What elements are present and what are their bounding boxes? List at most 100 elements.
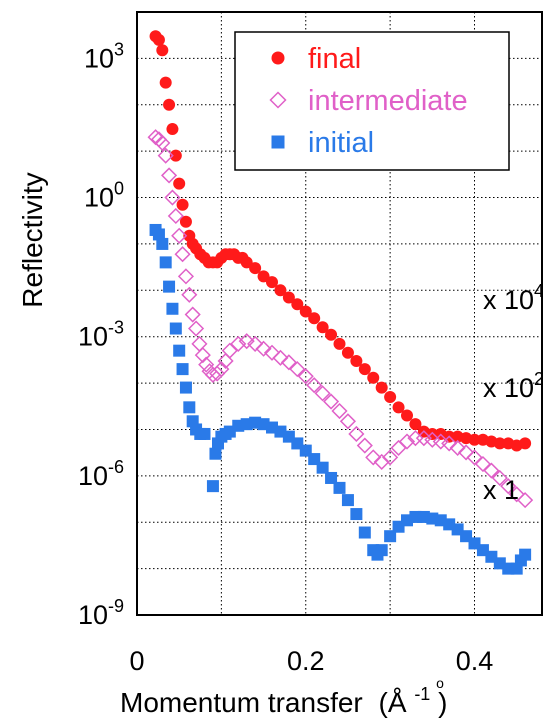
data-point-intermediate [458,444,475,461]
data-point-final [493,437,506,450]
legend-label-intermediate: intermediate [308,85,468,117]
data-point-final [152,33,165,46]
data-point-initial [159,256,172,269]
data-point-intermediate [194,347,211,364]
data-point-intermediate [466,449,483,466]
data-point-final [468,433,481,446]
data-point-final [392,401,405,414]
data-point-intermediate [314,385,331,402]
series-final [149,30,532,452]
data-point-final [159,76,172,89]
data-point-intermediate [188,320,205,337]
data-point-final [176,198,189,211]
data-point-intermediate [230,335,247,352]
legend: final intermediate initial [234,31,510,171]
data-point-intermediate [331,402,348,420]
data-point-final [179,215,192,228]
data-point-initial [341,494,354,507]
y-axis-title: Reflectivity [17,172,48,307]
data-point-intermediate [161,167,178,184]
data-point-intermediate [280,354,297,371]
data-point-initial [316,461,329,474]
data-point-final [409,418,422,431]
x-axis-title-unit-sup: -1 [414,684,430,704]
data-point-intermediate [517,492,534,509]
scale-annotation: x 104 [483,281,543,315]
data-point-initial [384,530,397,543]
data-point-intermediate [348,425,365,443]
data-point-final [274,284,287,297]
data-point-initial [519,548,532,561]
legend-label-final: final [308,43,361,75]
legend-label-initial: initial [308,127,374,159]
data-point-intermediate [217,352,234,370]
data-point-intermediate [171,227,188,244]
data-point-intermediate [157,147,174,164]
data-point-final [291,298,304,311]
data-point-intermediate [398,433,416,450]
data-point-final [169,149,182,162]
data-point-initial [209,447,222,460]
data-point-final [282,291,295,304]
data-point-final [240,256,253,269]
y-tick-label: 10-6 [78,457,124,491]
data-point-final [173,177,186,190]
data-point-final [299,305,312,318]
data-point-initial [176,363,189,376]
scale-annotation: x 1 [483,475,519,505]
data-point-intermediate [356,437,373,454]
data-point-intermediate [373,453,390,470]
data-point-intermediate [167,207,184,225]
data-point-initial [375,544,388,557]
data-point-intermediate [198,356,215,373]
data-point-final [519,437,532,450]
data-point-final [325,328,338,341]
x-tick-label: 0.4 [456,646,494,676]
plot-frame [136,11,543,616]
data-point-intermediate [289,361,306,378]
x-tick-label: 0 [129,646,144,676]
data-series [147,30,534,575]
data-point-intermediate [272,349,289,366]
data-point-intermediate [483,462,500,479]
data-point-initial [358,526,371,539]
data-point-final [308,312,321,325]
data-point-initial [173,344,186,357]
data-point-initial [333,481,346,494]
data-point-intermediate [263,344,281,361]
x-axis-title-unit-close: ) [438,687,447,718]
data-point-intermediate [306,377,323,394]
data-point-initial [179,381,192,394]
scale-annotation: x 102 [483,369,543,403]
y-tick-label: 10-3 [78,318,124,352]
data-point-final [384,391,397,404]
data-point-intermediate [164,189,181,206]
data-point-intermediate [209,365,226,382]
data-point-final [316,321,329,334]
series-initial [149,223,532,575]
data-point-initial [198,427,211,440]
data-point-intermediate [184,306,201,323]
data-point-intermediate [339,413,356,430]
data-point-intermediate [238,333,255,350]
data-point-intermediate [449,439,466,456]
data-point-initial [156,237,169,250]
data-point-initial [166,302,179,315]
data-point-final [401,409,413,422]
data-point-intermediate [474,455,491,473]
data-point-intermediate [154,134,171,152]
data-point-initial [163,280,176,293]
data-point-intermediate [441,435,458,452]
annotations: x 104 x 102 x 1 [483,281,543,505]
data-point-intermediate [247,335,264,352]
data-point-intermediate [323,393,340,410]
data-point-intermediate [508,486,525,503]
data-point-initial [350,508,363,521]
x-tick-label: 0.2 [287,646,325,676]
data-point-intermediate [365,449,382,466]
x-axis-title-unit: (Å [379,687,407,718]
data-point-final [341,346,354,359]
data-point-final [358,363,371,376]
data-point-initial [152,228,165,241]
